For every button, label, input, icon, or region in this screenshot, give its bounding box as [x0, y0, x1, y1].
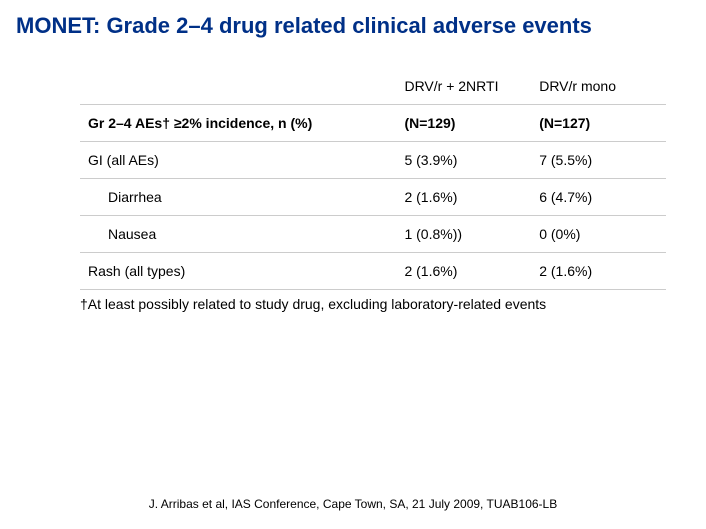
subheader-label: Gr 2–4 AEs† ≥2% incidence, n (%)	[80, 104, 396, 141]
row-value-1: 5 (3.9%)	[396, 141, 531, 178]
subheader-n1: (N=129)	[396, 104, 531, 141]
header-blank	[80, 68, 396, 105]
row-label: Rash (all types)	[80, 252, 396, 289]
subheader-n2: (N=127)	[531, 104, 666, 141]
row-value-1: 2 (1.6%)	[396, 252, 531, 289]
row-value-2: 6 (4.7%)	[531, 178, 666, 215]
row-label: Diarrhea	[80, 178, 396, 215]
row-value-2: 2 (1.6%)	[531, 252, 666, 289]
table-header-row: DRV/r + 2NRTI DRV/r mono	[80, 68, 666, 105]
slide-title: MONET: Grade 2–4 drug related clinical a…	[0, 0, 706, 48]
table-row: Rash (all types) 2 (1.6%) 2 (1.6%)	[80, 252, 666, 289]
header-col-2: DRV/r mono	[531, 68, 666, 105]
table-row: Diarrhea 2 (1.6%) 6 (4.7%)	[80, 178, 666, 215]
row-value-1: 2 (1.6%)	[396, 178, 531, 215]
row-value-2: 0 (0%)	[531, 215, 666, 252]
row-value-1: 1 (0.8%))	[396, 215, 531, 252]
row-label: GI (all AEs)	[80, 141, 396, 178]
table-container: DRV/r + 2NRTI DRV/r mono Gr 2–4 AEs† ≥2%…	[0, 48, 706, 290]
row-label: Nausea	[80, 215, 396, 252]
table-subheader-row: Gr 2–4 AEs† ≥2% incidence, n (%) (N=129)…	[80, 104, 666, 141]
table-row: GI (all AEs) 5 (3.9%) 7 (5.5%)	[80, 141, 666, 178]
adverse-events-table: DRV/r + 2NRTI DRV/r mono Gr 2–4 AEs† ≥2%…	[80, 68, 666, 290]
footnote-text: †At least possibly related to study drug…	[0, 290, 706, 312]
table-row: Nausea 1 (0.8%)) 0 (0%)	[80, 215, 666, 252]
row-value-2: 7 (5.5%)	[531, 141, 666, 178]
header-col-1: DRV/r + 2NRTI	[396, 68, 531, 105]
citation-text: J. Arribas et al, IAS Conference, Cape T…	[0, 497, 706, 511]
